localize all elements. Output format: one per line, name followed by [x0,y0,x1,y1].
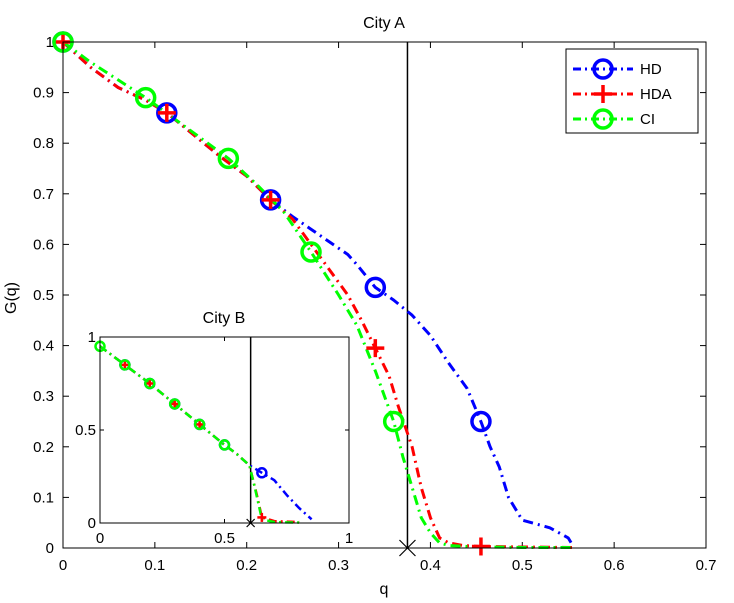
main-series-line-hda [61,40,573,549]
main-series-line-ci [62,40,573,549]
main-y-tick-label: 0.5 [33,287,54,304]
main-x-tick-label: 0.5 [512,557,533,574]
inset-chart-title: City B [203,310,246,327]
legend-marker-ci [592,108,614,130]
main-point-hda [261,190,280,209]
main-x-tick-label: 0.7 [696,557,717,574]
main-point-hda [366,339,385,358]
main-point-hd [364,276,387,299]
main-y-tick-label: 0.1 [33,489,54,506]
main-y-tick-label: 0.6 [33,236,54,253]
inset-point-hda [145,379,155,388]
inset-series-group [94,340,313,524]
main-x-tick-label: 0.4 [420,557,441,574]
main-y-tick-label: 0.4 [33,338,54,355]
main-point-hda [471,537,490,556]
main-y-tick-label: 0.3 [33,388,54,405]
inset-axes-frame [99,336,350,524]
inset-x-tick-label: 1 [345,530,353,547]
main-y-tick-label: 1 [46,34,54,51]
inset-y-tick-label: 0 [88,515,96,532]
legend-label-hd: HD [640,61,662,78]
inset-point-hd [256,467,268,479]
inset-y-tick-label: 1 [88,329,96,346]
x-axis-title: q [380,581,389,598]
main-point-ci [382,410,405,433]
inset-point-hda [170,399,180,409]
legend-marker-hd [592,58,614,80]
main-y-tick-label: 0 [46,540,54,557]
inset-point-ci [218,439,231,451]
main-y-tick-label: 0.2 [33,439,54,456]
inset-point-hda [195,419,205,429]
legend: HD HDA CI [565,48,699,134]
inset-x-tick-label: 0 [96,530,104,547]
main-point-ci [134,86,157,109]
y-axis-title: G(q) [3,282,20,314]
inset-point-ci [168,398,181,410]
main-x-tick-label: 0.2 [236,557,257,574]
main-point-ci [217,147,240,170]
legend-marker-hda [594,85,612,103]
inset-point-ci [193,418,206,431]
inset-chart-city-b: City B 0 0.5 1 0 0.5 1 [75,310,353,547]
main-point-hda [157,103,176,122]
main-x-tick-label: 0.6 [604,557,625,574]
main-x-tick-label: 0.1 [144,557,165,574]
main-axes-frame [62,41,707,549]
main-point-hd [470,410,492,433]
inset-x-tick-label: 0.5 [214,530,235,547]
main-y-tick-label: 0.7 [33,186,54,203]
inset-point-hda [120,360,130,370]
main-axis-ticks: 0 0.1 0.2 0.3 0.4 0.5 0.6 0.7 0 0.1 0.2 0.3 0.4 0.5 0.… [33,34,716,574]
inset-point-ci [144,377,156,390]
inset-plot-area [100,337,349,523]
main-chart-title: City A [363,15,405,32]
legend-label-hda: HDA [640,86,672,103]
inset-point-ci [119,359,131,371]
main-y-tick-label: 0.8 [33,135,54,152]
main-x-tick-label: 0.3 [328,557,349,574]
main-x-tick-label: 0 [59,557,67,574]
legend-label-ci: CI [640,111,655,128]
main-y-tick-label: 0.9 [33,85,54,102]
inset-y-tick-label: 0.5 [75,422,96,439]
main-point-ci [300,241,322,263]
inset-point-hda [257,512,267,522]
